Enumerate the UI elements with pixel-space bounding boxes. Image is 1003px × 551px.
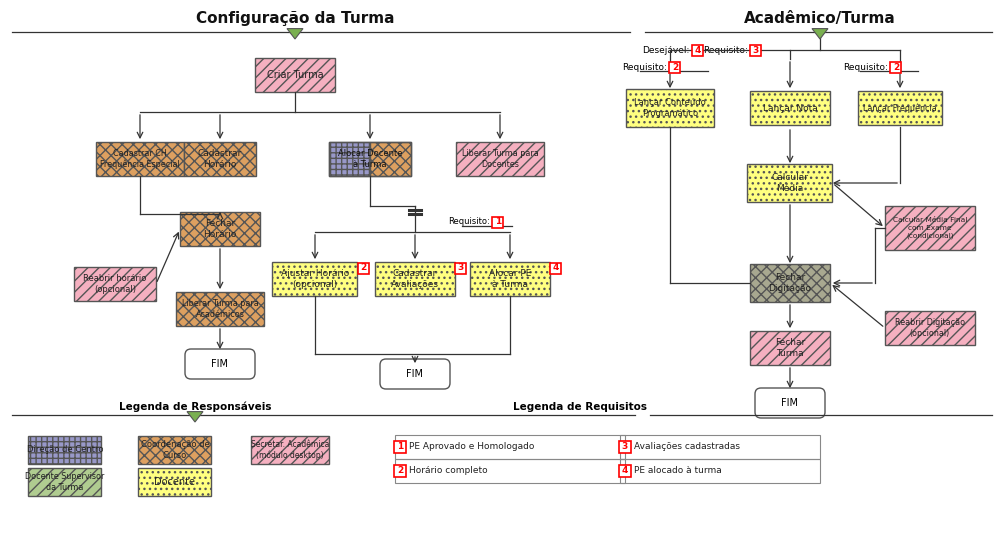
FancyBboxPatch shape: [692, 45, 703, 56]
Text: 3: 3: [752, 46, 758, 55]
Text: Alocar Docente
à Turma: Alocar Docente à Turma: [337, 149, 402, 169]
Polygon shape: [187, 412, 203, 422]
FancyBboxPatch shape: [138, 436, 212, 464]
FancyBboxPatch shape: [884, 206, 974, 250]
Text: Direção de Centro: Direção de Centro: [27, 446, 103, 455]
FancyBboxPatch shape: [747, 164, 831, 202]
Text: Lançar Frequência: Lançar Frequência: [863, 103, 936, 113]
Text: Acadêmico/Turma: Acadêmico/Turma: [743, 10, 895, 25]
Text: FIM: FIM: [212, 359, 229, 369]
FancyBboxPatch shape: [185, 349, 255, 379]
FancyBboxPatch shape: [492, 217, 503, 228]
Text: 2: 2: [671, 62, 677, 72]
Text: Alocar PE
à Turma: Alocar PE à Turma: [488, 269, 531, 289]
Text: FIM: FIM: [406, 369, 423, 379]
Text: Ajustar Horário
(opcional): Ajustar Horário (opcional): [281, 269, 349, 289]
FancyBboxPatch shape: [329, 142, 370, 176]
Text: Liberar Turma para
Académicos: Liberar Turma para Académicos: [182, 299, 258, 319]
FancyBboxPatch shape: [393, 441, 405, 453]
FancyBboxPatch shape: [370, 142, 410, 176]
FancyBboxPatch shape: [379, 359, 449, 389]
Text: Legenda de Responsáveis: Legenda de Responsáveis: [118, 402, 271, 412]
Text: Reabrir Digitação
(opcional): Reabrir Digitação (opcional): [894, 318, 964, 338]
FancyBboxPatch shape: [96, 142, 184, 176]
Text: Horário completo: Horário completo: [408, 467, 487, 476]
FancyBboxPatch shape: [469, 262, 550, 296]
Text: 3: 3: [457, 263, 463, 273]
Text: 4: 4: [621, 467, 628, 476]
Text: Lançar Nota: Lançar Nota: [762, 104, 816, 112]
Text: Calcular Média Final
com Exame
(condicional): Calcular Média Final com Exame (condicio…: [892, 217, 966, 239]
Polygon shape: [287, 29, 303, 39]
Text: Configuração da Turma: Configuração da Turma: [196, 10, 394, 25]
FancyBboxPatch shape: [184, 142, 256, 176]
FancyBboxPatch shape: [455, 262, 466, 273]
FancyBboxPatch shape: [750, 45, 760, 56]
Text: 2: 2: [360, 263, 366, 273]
FancyBboxPatch shape: [749, 91, 829, 125]
Text: Cadastrar CH
Frequência Especial: Cadastrar CH Frequência Especial: [100, 149, 180, 169]
Text: 4: 4: [553, 263, 559, 273]
Text: Requisito:: Requisito:: [447, 218, 489, 226]
FancyBboxPatch shape: [749, 331, 829, 365]
Text: Criar Turma: Criar Turma: [267, 70, 323, 80]
FancyBboxPatch shape: [884, 311, 974, 345]
Text: Fechar
Digitação: Fechar Digitação: [767, 273, 810, 293]
FancyBboxPatch shape: [138, 468, 212, 496]
Text: Legenda de Requisitos: Legenda de Requisitos: [513, 402, 646, 412]
Text: Fechar
Turma: Fechar Turma: [774, 338, 804, 358]
FancyBboxPatch shape: [251, 436, 329, 464]
FancyBboxPatch shape: [272, 262, 357, 296]
FancyBboxPatch shape: [626, 89, 713, 127]
Text: Cadastrar
Avaliações: Cadastrar Avaliações: [390, 269, 438, 289]
Text: Requisito:: Requisito:: [843, 62, 887, 72]
FancyBboxPatch shape: [619, 465, 630, 477]
FancyBboxPatch shape: [749, 264, 829, 302]
Text: PE Aprovado e Homologado: PE Aprovado e Homologado: [408, 442, 534, 451]
Text: PE alocado à turma: PE alocado à turma: [633, 467, 721, 476]
Text: Desejável:: Desejável:: [642, 46, 689, 55]
Text: Liberar Turma para
Docentes: Liberar Turma para Docentes: [461, 149, 538, 169]
Text: Requisito:: Requisito:: [622, 62, 666, 72]
Text: 2: 2: [396, 467, 403, 476]
FancyBboxPatch shape: [669, 62, 680, 73]
FancyBboxPatch shape: [455, 142, 544, 176]
Text: Reabrir horário
(opcional): Reabrir horário (opcional): [83, 274, 146, 294]
Text: 1: 1: [396, 442, 403, 451]
Text: Docente Supervisor
da Turma: Docente Supervisor da Turma: [25, 472, 104, 492]
FancyBboxPatch shape: [393, 465, 405, 477]
FancyBboxPatch shape: [180, 212, 260, 246]
Text: Avaliações cadastradas: Avaliações cadastradas: [633, 442, 739, 451]
Text: Cadastrar
Horário: Cadastrar Horário: [198, 149, 242, 169]
Text: Calcular
Média: Calcular Média: [770, 173, 807, 193]
Text: 3: 3: [621, 442, 628, 451]
FancyBboxPatch shape: [255, 58, 335, 92]
FancyBboxPatch shape: [890, 62, 901, 73]
Text: FIM: FIM: [780, 398, 797, 408]
Text: Docente: Docente: [154, 477, 196, 487]
Text: Secretar. Acadêmica
(módulo desktop): Secretar. Acadêmica (módulo desktop): [251, 440, 329, 461]
FancyBboxPatch shape: [619, 441, 630, 453]
Text: Fechar
Horário: Fechar Horário: [204, 219, 237, 239]
Text: Requisito:: Requisito:: [702, 46, 747, 55]
FancyBboxPatch shape: [754, 388, 824, 418]
Text: Lançar Conteúdo
Programático: Lançar Conteúdo Programático: [634, 98, 705, 118]
FancyBboxPatch shape: [28, 436, 101, 464]
Text: 2: 2: [892, 62, 899, 72]
FancyBboxPatch shape: [358, 262, 369, 273]
Text: Coordenação de
Curso: Coordenação de Curso: [140, 440, 210, 460]
FancyBboxPatch shape: [375, 262, 454, 296]
FancyBboxPatch shape: [550, 262, 561, 273]
Polygon shape: [811, 29, 827, 39]
FancyBboxPatch shape: [28, 468, 101, 496]
Text: 4: 4: [694, 46, 700, 55]
FancyBboxPatch shape: [176, 292, 264, 326]
FancyBboxPatch shape: [74, 267, 155, 301]
FancyBboxPatch shape: [858, 91, 941, 125]
Text: 1: 1: [494, 218, 500, 226]
